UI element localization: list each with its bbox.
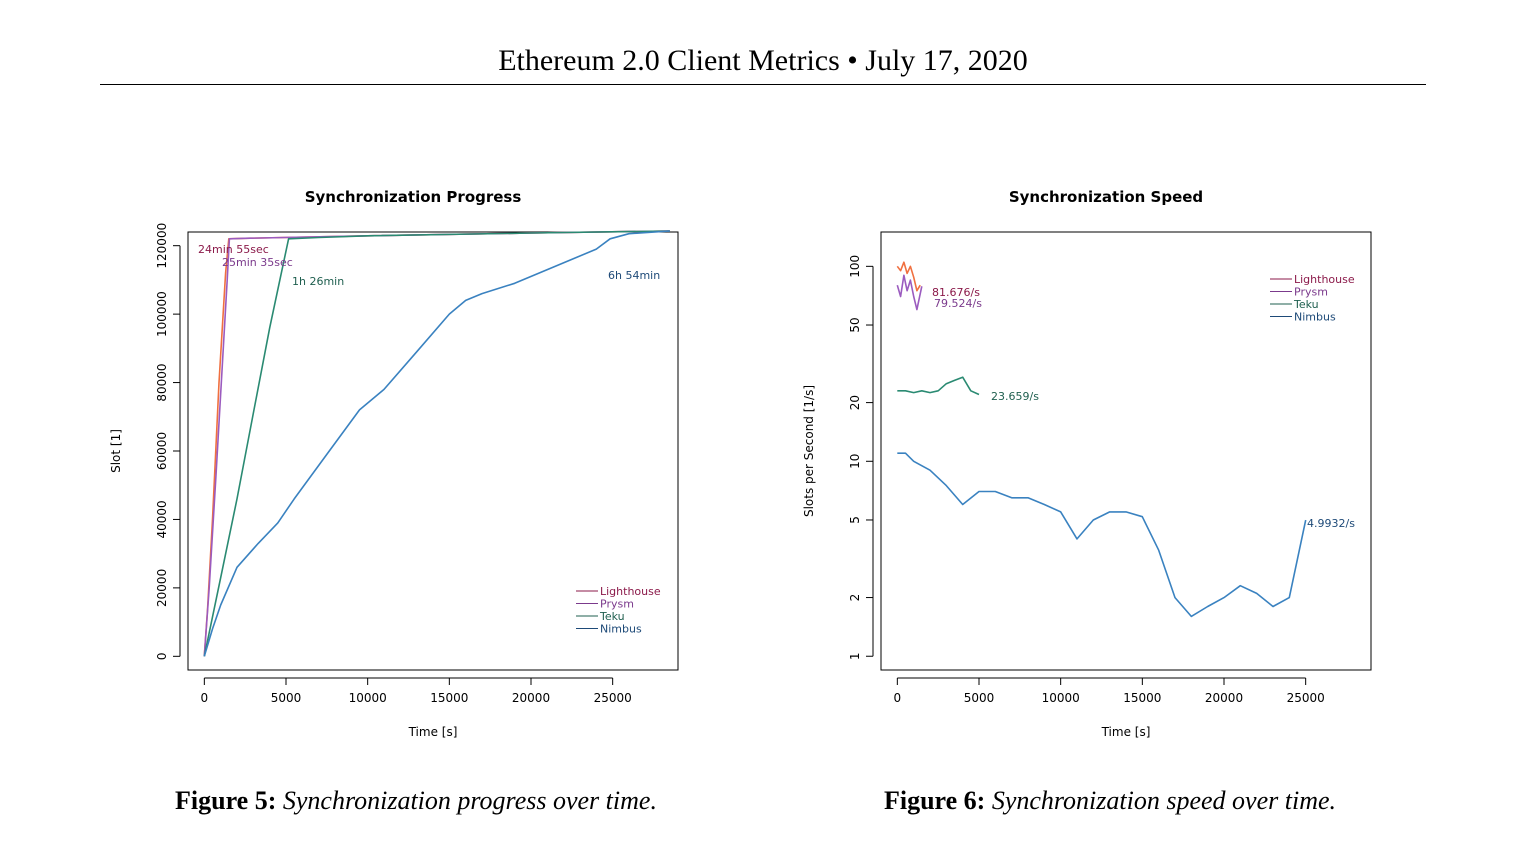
legend-label-prysm: Prysm xyxy=(1294,286,1328,299)
annotation-4-9932-s: 4.9932/s xyxy=(1307,517,1355,530)
y-tick-label-0: 0 xyxy=(155,652,169,660)
y-axis-label: Slot [1] xyxy=(109,429,123,473)
x-tick-label-10000: 10000 xyxy=(349,691,387,705)
x-tick-label-10000: 10000 xyxy=(1042,691,1080,705)
x-tick-label-20000: 20000 xyxy=(1205,691,1243,705)
figure-6-label: Figure 6: xyxy=(883,786,986,815)
series-line-prysm xyxy=(896,274,923,311)
header-rule xyxy=(100,84,1426,85)
annotation-24min-55sec: 24min 55sec xyxy=(198,243,269,256)
chart-title: Synchronization Progress xyxy=(305,188,522,206)
legend-label-prysm: Prysm xyxy=(600,598,634,611)
sync-speed-chart: Synchronization Speed 0 5000 10000 15000 2000… xyxy=(802,188,1372,739)
x-tick-label-0: 0 xyxy=(201,691,209,705)
y-tick-label-20000: 20000 xyxy=(155,569,169,607)
annotation-23-659-s: 23.659/s xyxy=(991,390,1039,403)
series-line-nimbus xyxy=(897,452,1307,618)
x-tick-label-20000: 20000 xyxy=(512,691,550,705)
plot-frame xyxy=(187,231,679,671)
sync-progress-chart: Synchronization Progress 0 5000 10000 15000 2… xyxy=(109,188,679,739)
plot-frame xyxy=(880,231,1372,671)
y-tick-label-20: 20 xyxy=(848,395,862,410)
series-line-teku xyxy=(203,230,670,657)
annotation-1h-26min: 1h 26min xyxy=(292,275,344,288)
x-tick-label-0: 0 xyxy=(894,691,902,705)
legend-label-lighthouse: Lighthouse xyxy=(1294,273,1355,286)
series-line-nimbus xyxy=(203,230,670,657)
x-tick-label-5000: 5000 xyxy=(964,691,995,705)
figure-6-caption: Figure 6: Synchronization speed over tim… xyxy=(760,786,1460,816)
x-axis-label: Time [s] xyxy=(408,725,458,739)
page-header: Ethereum 2.0 Client Metrics • July 17, 2… xyxy=(498,44,1028,77)
y-tick-label-100000: 100000 xyxy=(155,291,169,337)
figure-5-label: Figure 5: xyxy=(175,786,277,815)
chart-title: Synchronization Speed xyxy=(1009,188,1203,206)
series-line-lighthouse xyxy=(896,261,921,292)
y-tick-label-10: 10 xyxy=(848,454,862,469)
figure-5-caption: Figure 5: Synchronization progress over … xyxy=(66,786,766,816)
annotation-79-524-s: 79.524/s xyxy=(934,297,982,310)
y-axis-label: Slots per Second [1/s] xyxy=(802,385,816,517)
x-tick-label-25000: 25000 xyxy=(594,691,632,705)
annotation-81-676-s: 81.676/s xyxy=(932,286,980,299)
y-tick-label-2: 2 xyxy=(848,594,862,602)
y-tick-label-1: 1 xyxy=(848,652,862,660)
y-tick-label-120000: 120000 xyxy=(155,223,169,269)
y-tick-label-80000: 80000 xyxy=(155,363,169,401)
y-tick-label-60000: 60000 xyxy=(155,432,169,470)
annotation-6h-54min: 6h 54min xyxy=(608,269,660,282)
series-line-teku xyxy=(897,376,980,396)
y-tick-label-50: 50 xyxy=(848,317,862,332)
x-tick-label-15000: 15000 xyxy=(1123,691,1161,705)
legend-label-teku: Teku xyxy=(1293,298,1319,311)
x-axis-label: Time [s] xyxy=(1101,725,1151,739)
x-tick-label-15000: 15000 xyxy=(430,691,468,705)
legend-label-lighthouse: Lighthouse xyxy=(600,585,661,598)
legend-label-nimbus: Nimbus xyxy=(600,623,642,636)
y-tick-label-5: 5 xyxy=(848,516,862,524)
y-tick-label-100: 100 xyxy=(848,255,862,278)
x-tick-label-5000: 5000 xyxy=(271,691,302,705)
figure-5-text: Synchronization progress over time. xyxy=(282,786,657,815)
x-tick-label-25000: 25000 xyxy=(1287,691,1325,705)
annotation-25min-35sec: 25min 35sec xyxy=(222,256,293,269)
figure-6-text: Synchronization speed over time. xyxy=(991,786,1337,815)
legend-label-teku: Teku xyxy=(599,610,625,623)
legend-label-nimbus: Nimbus xyxy=(1294,311,1336,324)
y-tick-label-40000: 40000 xyxy=(155,500,169,538)
